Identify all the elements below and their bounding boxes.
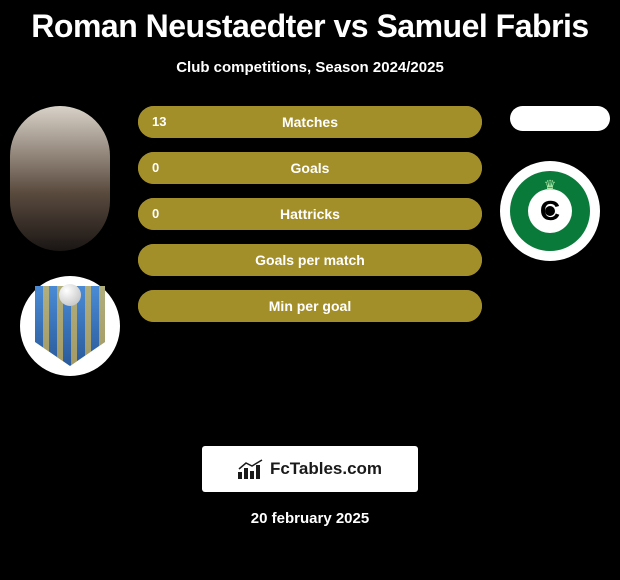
stat-label: Goals (138, 152, 482, 184)
fctables-icon (238, 459, 264, 479)
club-left-logo (20, 276, 120, 376)
stat-row-min-per-goal: Min per goal (138, 290, 482, 322)
stat-label: Hattricks (138, 198, 482, 230)
stat-bars: 13 Matches 0 Goals 0 Hattricks Goals per… (138, 106, 482, 336)
shield-icon (35, 286, 105, 366)
comparison-subtitle: Club competitions, Season 2024/2025 (0, 59, 620, 76)
comparison-title: Roman Neustaedter vs Samuel Fabris (0, 0, 620, 45)
player-right-avatar (510, 106, 610, 131)
stat-label: Min per goal (138, 290, 482, 322)
avatar-placeholder (10, 106, 110, 251)
stat-row-matches: 13 Matches (138, 106, 482, 138)
stat-row-goals-per-match: Goals per match (138, 244, 482, 276)
cercle-icon: ♛ C (510, 171, 590, 251)
stat-row-hattricks: 0 Hattricks (138, 198, 482, 230)
crown-icon: ♛ (544, 177, 557, 194)
club-right-logo: ♛ C (500, 161, 600, 261)
comparison-date: 20 february 2025 (0, 510, 620, 527)
player-left-avatar (10, 106, 110, 251)
stat-row-goals: 0 Goals (138, 152, 482, 184)
comparison-content: ♛ C 13 Matches 0 Goals 0 Hattricks (0, 106, 620, 406)
footer-brand-badge[interactable]: FcTables.com (202, 446, 418, 492)
stat-label: Matches (138, 106, 482, 138)
footer-brand-text: FcTables.com (270, 459, 382, 479)
stat-label: Goals per match (138, 244, 482, 276)
